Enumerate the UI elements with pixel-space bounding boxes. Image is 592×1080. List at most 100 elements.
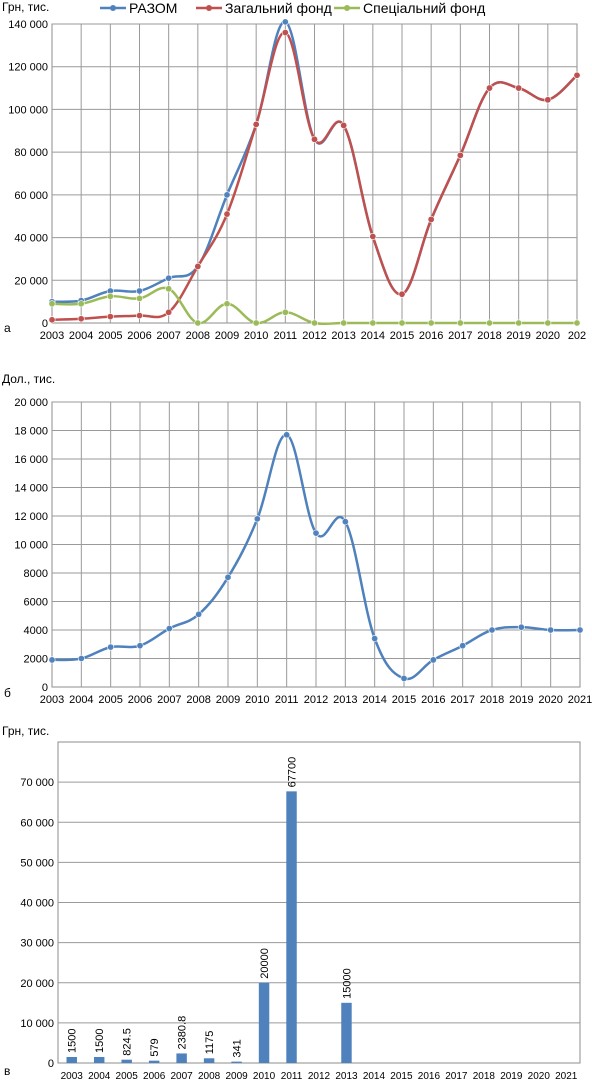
- x-tick-label: 2006: [128, 694, 152, 706]
- x-tick-label: 2008: [198, 1071, 221, 1080]
- x-tick-label: 2014: [363, 1071, 386, 1080]
- x-tick-label: 2007: [171, 1071, 194, 1080]
- y-tick-label: 20 000: [14, 397, 48, 409]
- bar-data-label: 1175: [204, 1031, 216, 1055]
- data-point: [485, 84, 493, 92]
- x-tick-label: 2021: [568, 694, 592, 706]
- y-tick-label: 10 000: [20, 1018, 54, 1030]
- x-tick-label: 202: [568, 330, 586, 342]
- x-tick-label: 2007: [157, 694, 181, 706]
- data-point: [106, 292, 114, 300]
- data-point: [576, 626, 584, 634]
- data-point: [194, 319, 202, 327]
- chart-a-panel-label: а: [4, 321, 11, 335]
- data-point: [427, 215, 435, 223]
- y-tick-label: 120 000: [8, 62, 48, 74]
- legend-zahalnyi-label: Загальний фонд: [225, 0, 332, 16]
- x-tick-label: 2008: [186, 694, 210, 706]
- bar-data-label: 67700: [287, 757, 299, 788]
- bar: [286, 791, 297, 1063]
- chart-a-legend: РАЗОМ Загальний фонд Спеціальний фонд: [100, 0, 485, 16]
- x-tick-label: 2020: [538, 694, 562, 706]
- data-point: [310, 319, 318, 327]
- bar-data-label: 15000: [341, 968, 353, 999]
- data-point: [77, 300, 85, 308]
- x-tick-label: 2013: [331, 330, 355, 342]
- data-point: [544, 319, 552, 327]
- x-tick-label: 2004: [88, 1071, 111, 1080]
- x-tick-label: 2012: [304, 694, 328, 706]
- data-point: [195, 610, 203, 618]
- x-tick-label: 2019: [500, 1071, 523, 1080]
- data-point: [252, 120, 260, 128]
- y-tick-label: 80 000: [14, 147, 48, 159]
- x-tick-label: 2010: [245, 694, 269, 706]
- x-tick-label: 2004: [69, 330, 93, 342]
- data-point: [107, 643, 115, 651]
- y-tick-label: 30 000: [20, 938, 54, 950]
- data-point: [77, 654, 85, 662]
- x-tick-label: 2014: [361, 330, 385, 342]
- bar-data-label: 341: [232, 1039, 244, 1057]
- y-tick-label: 60 000: [20, 817, 54, 829]
- data-point: [165, 285, 173, 293]
- x-tick-label: 2019: [506, 330, 530, 342]
- y-tick-label: 40 000: [20, 898, 54, 910]
- data-point: [48, 656, 56, 664]
- x-tick-label: 2014: [362, 694, 386, 706]
- x-tick-label: 2005: [98, 694, 122, 706]
- x-tick-label: 2018: [473, 1071, 496, 1080]
- x-tick-label: 2009: [215, 330, 239, 342]
- data-point: [369, 319, 377, 327]
- x-tick-label: 2018: [480, 694, 504, 706]
- y-tick-label: 0: [42, 682, 48, 694]
- data-point: [136, 642, 144, 650]
- data-point: [544, 96, 552, 104]
- x-tick-label: 2011: [274, 330, 298, 342]
- data-point: [281, 18, 289, 26]
- data-point: [369, 233, 377, 241]
- data-point: [281, 308, 289, 316]
- data-point: [340, 319, 348, 327]
- data-point: [224, 573, 232, 581]
- x-tick-label: 2005: [116, 1071, 139, 1080]
- bar: [231, 1061, 242, 1063]
- chart-c-ylabel: Грн, тис.: [2, 724, 49, 738]
- x-tick-label: 2006: [143, 1071, 166, 1080]
- data-point: [573, 319, 581, 327]
- x-tick-label: 2017: [445, 1071, 468, 1080]
- bar-data-label: 579: [149, 1038, 161, 1056]
- data-point: [515, 319, 523, 327]
- x-tick-label: 2016: [419, 330, 443, 342]
- bar: [341, 1002, 352, 1063]
- data-point: [515, 84, 523, 92]
- data-point: [253, 515, 261, 523]
- data-point: [427, 319, 435, 327]
- chart-a: 0 20 000 40 000 60 000 80 000 100 000 120 000 1…: [8, 18, 586, 342]
- data-point: [252, 319, 260, 327]
- legend-razom-marker: [110, 5, 116, 11]
- y-tick-label: 20 000: [20, 978, 54, 990]
- data-point: [310, 135, 318, 143]
- bar: [93, 1056, 105, 1063]
- x-tick-label: 2016: [421, 694, 445, 706]
- y-tick-label: 0: [42, 318, 48, 330]
- x-tick-label: 2019: [509, 694, 533, 706]
- data-point: [398, 290, 406, 298]
- x-tick-label: 2015: [390, 1071, 413, 1080]
- x-tick-label: 2013: [335, 1071, 358, 1080]
- data-point: [371, 635, 379, 643]
- y-tick-label: 4000: [24, 625, 48, 637]
- y-tick-label: 140 000: [8, 19, 48, 31]
- data-point: [223, 300, 231, 308]
- x-tick-label: 2020: [536, 330, 560, 342]
- legend-zahalnyi-marker: [206, 5, 212, 11]
- x-tick-label: 2015: [390, 330, 414, 342]
- data-point: [340, 121, 348, 129]
- data-point: [48, 300, 56, 308]
- y-tick-label: 16 000: [14, 454, 48, 466]
- x-tick-label: 2006: [127, 330, 151, 342]
- x-tick-label: 2018: [477, 330, 501, 342]
- chart-a-ylabel: Грн, тис.: [2, 0, 49, 14]
